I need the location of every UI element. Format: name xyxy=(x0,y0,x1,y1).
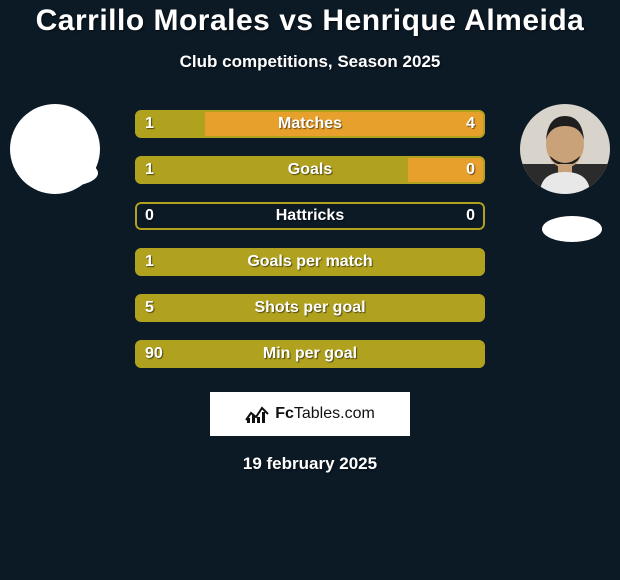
player2-flag xyxy=(542,216,602,242)
stat-bar: Min per goal90 xyxy=(135,340,485,368)
player1-flag xyxy=(38,160,98,186)
stats-area: Matches14 Goals10 Hattricks0 0 Goals per mat… xyxy=(0,110,620,380)
stat-bars: Matches14 Goals10 Hattricks0 0 Goals per mat… xyxy=(135,110,485,368)
brand-part-c: .com xyxy=(340,405,375,422)
player2-avatar xyxy=(520,104,610,194)
stat-bar: Goals10 xyxy=(135,156,485,184)
stat-bar: Goals per match1 xyxy=(135,248,485,276)
player2-avatar-image xyxy=(520,104,610,194)
stat-value-p1: 0 xyxy=(145,202,154,230)
brand-part-a: Fc xyxy=(275,405,294,422)
stat-bar-border xyxy=(135,202,485,230)
brand-part-b: Tables xyxy=(294,405,340,422)
date-label: 19 february 2025 xyxy=(0,454,620,474)
stat-bar: Matches14 xyxy=(135,110,485,138)
comparison-card: Carrillo Morales vs Henrique Almeida Clu… xyxy=(0,0,620,580)
stat-bar-fill-p1 xyxy=(135,340,485,368)
fctables-logo: FcTables.com xyxy=(210,392,410,436)
subtitle: Club competitions, Season 2025 xyxy=(0,52,620,72)
stat-bar-fill-p1 xyxy=(135,110,205,138)
stat-bar-fill-p1 xyxy=(135,294,485,322)
stat-bar-fill-p2 xyxy=(408,156,485,184)
stat-bar: Shots per goal5 xyxy=(135,294,485,322)
stat-bar: Hattricks0 0 xyxy=(135,202,485,230)
fctables-logo-text: FcTables.com xyxy=(275,405,375,423)
stat-label: Hattricks xyxy=(135,202,485,230)
stat-bar-fill-p1 xyxy=(135,248,485,276)
fctables-logo-icon xyxy=(245,404,269,424)
stat-value-p2: 0 xyxy=(466,202,475,230)
stat-bar-fill-p2 xyxy=(205,110,485,138)
stat-bar-fill-p1 xyxy=(135,156,408,184)
page-title: Carrillo Morales vs Henrique Almeida xyxy=(0,4,620,38)
